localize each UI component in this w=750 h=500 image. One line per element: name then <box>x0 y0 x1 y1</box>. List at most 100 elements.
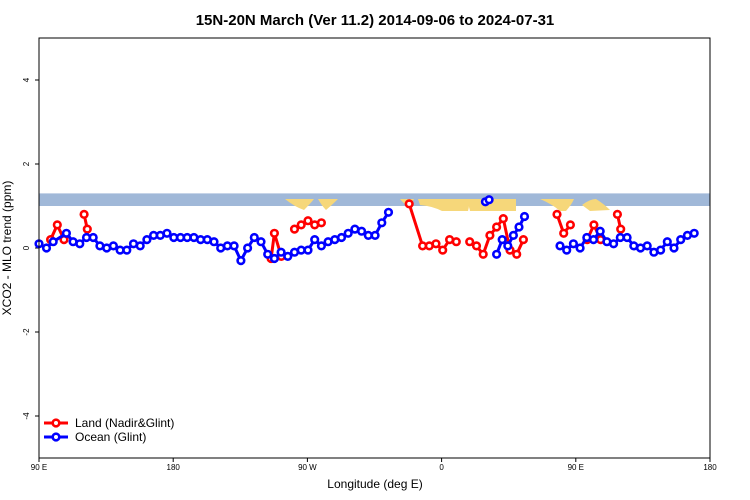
data-point <box>383 207 394 217</box>
data-point <box>269 253 280 264</box>
data-point <box>555 241 565 251</box>
data-point <box>377 218 387 228</box>
y-tick-label: 2 <box>22 161 31 166</box>
y-tick-label: 4 <box>22 77 31 82</box>
data-point <box>612 209 623 219</box>
data-point <box>497 235 507 245</box>
x-tick-label: 90 W <box>298 463 317 472</box>
data-point <box>478 249 488 259</box>
data-point <box>404 199 414 209</box>
data-point <box>48 237 58 247</box>
x-tick-label: 90 E <box>31 463 47 472</box>
continent-shape <box>318 199 338 210</box>
land-ocean-band <box>39 193 710 211</box>
data-point <box>518 235 529 245</box>
data-point <box>484 195 494 205</box>
data-point <box>61 228 72 238</box>
data-point <box>559 228 569 238</box>
continent-shape <box>285 199 314 210</box>
data-point <box>503 241 513 251</box>
legend-label: Land (Nadir&Glint) <box>75 416 174 430</box>
continent-shape <box>418 199 469 211</box>
data-point <box>283 251 293 261</box>
data-point <box>142 235 152 245</box>
data-point <box>316 241 327 251</box>
series-land <box>45 199 626 264</box>
data-point <box>236 256 246 266</box>
data-point <box>41 243 52 253</box>
legend-label: Ocean (Glint) <box>75 430 146 444</box>
legend-marker <box>51 418 61 428</box>
data-point <box>343 228 353 238</box>
plot-frame <box>38 37 711 459</box>
data-point <box>310 235 320 245</box>
data-point <box>565 220 576 230</box>
data-point <box>662 237 672 247</box>
data-point <box>451 237 461 247</box>
data-point <box>562 245 572 255</box>
data-point <box>616 224 626 234</box>
data-point <box>88 232 98 243</box>
data-point <box>471 241 482 251</box>
data-point <box>589 220 599 230</box>
y-axis-label: XCO2 - MLO trend (ppm) <box>0 181 14 316</box>
data-point <box>263 249 273 259</box>
data-point <box>622 232 632 243</box>
x-tick-label: 0 <box>439 463 444 472</box>
data-point <box>209 237 219 247</box>
y-tick-label: -4 <box>22 412 31 420</box>
continent-shape <box>540 199 574 211</box>
data-point <box>689 228 699 238</box>
data-point <box>135 241 145 251</box>
y-tick-label: -2 <box>22 328 31 336</box>
data-point <box>512 249 522 259</box>
data-point <box>75 239 85 249</box>
x-axis-label: Longitude (deg E) <box>327 477 422 491</box>
data-point <box>669 243 679 253</box>
data-point <box>465 237 475 247</box>
data-point <box>82 224 92 234</box>
legend: Land (Nadir&Glint)Ocean (Glint) <box>44 416 174 444</box>
data-point <box>303 245 313 255</box>
series-layer <box>34 195 699 266</box>
data-point <box>431 239 441 249</box>
data-point <box>568 239 579 249</box>
data-point <box>575 243 585 253</box>
data-point <box>595 226 605 236</box>
data-point <box>492 249 502 259</box>
data-point <box>336 232 347 243</box>
x-tick-label: 180 <box>703 463 717 472</box>
data-point <box>608 239 619 249</box>
data-point <box>492 222 502 232</box>
data-point <box>108 241 118 251</box>
data-point <box>243 243 253 253</box>
legend-marker <box>51 432 61 442</box>
data-point <box>370 230 380 240</box>
continent-shape <box>467 199 516 211</box>
data-point <box>229 241 239 251</box>
series-ocean <box>34 195 699 266</box>
data-point <box>514 222 524 232</box>
chart-title: 15N-20N March (Ver 11.2) 2014-09-06 to 2… <box>196 12 555 29</box>
data-point <box>642 241 652 251</box>
data-point <box>52 220 62 230</box>
data-point <box>438 245 448 255</box>
axes: 90 E 180 90 W 0 90 E 180 -4 -2 0 2 4 <box>22 77 717 472</box>
data-point <box>289 224 300 234</box>
y-tick-label: 0 <box>22 245 31 250</box>
continent-shape <box>582 199 610 211</box>
data-point <box>303 216 313 226</box>
data-point <box>249 232 259 243</box>
data-point <box>316 218 327 228</box>
data-point <box>162 228 172 238</box>
data-point <box>122 245 132 255</box>
data-point <box>552 209 562 219</box>
data-point <box>498 214 508 224</box>
x-tick-label: 180 <box>167 463 181 472</box>
data-point <box>276 247 286 257</box>
ocean-band <box>39 193 710 206</box>
data-point <box>79 209 89 219</box>
data-point <box>357 226 367 236</box>
data-point <box>588 235 599 245</box>
